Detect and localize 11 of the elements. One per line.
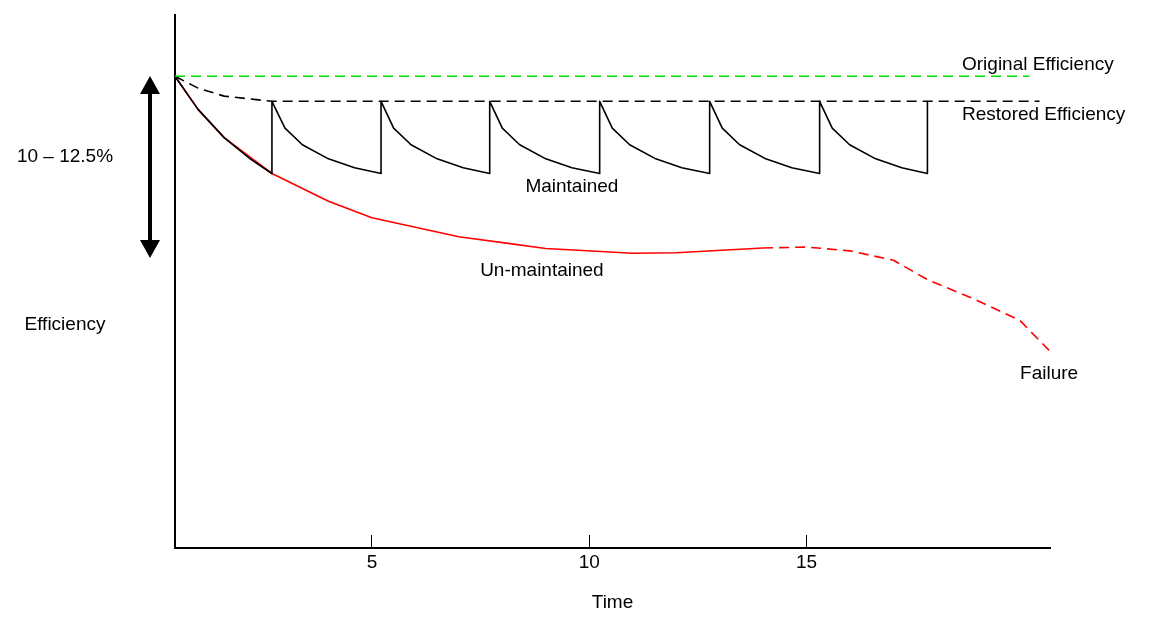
x-tick-label: 15 (796, 550, 818, 572)
series-label: Original Efficiency (962, 53, 1115, 75)
series-label: Restored Efficiency (962, 103, 1126, 125)
series-label: Un-maintained (480, 258, 604, 280)
x-axis-title: Time (591, 590, 634, 612)
text: 10 – 12.5% (16, 145, 114, 167)
x-tick-label: 10 (578, 550, 600, 572)
x-tick-label: 5 (366, 550, 378, 572)
series-label: Maintained (525, 175, 619, 197)
annotation: Failure (1020, 362, 1079, 384)
y-axis-title: Efficiency (24, 313, 106, 335)
